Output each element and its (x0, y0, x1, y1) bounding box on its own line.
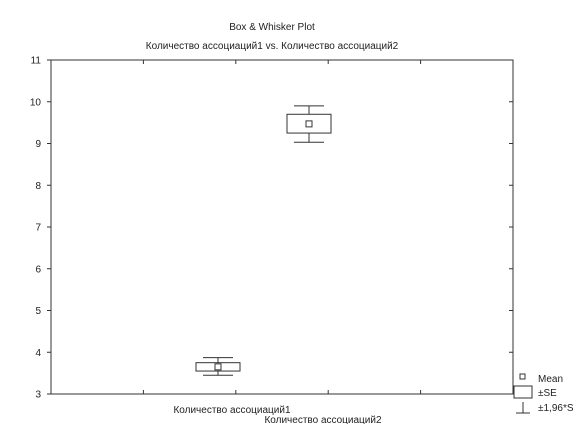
legend-mean-label: Mean (538, 374, 563, 385)
box-group (286, 105, 332, 143)
y-tick-label: 9 (35, 139, 41, 150)
y-tick-label: 10 (30, 97, 42, 108)
y-tick-label: 11 (31, 56, 42, 67)
legend-se-symbol (513, 385, 533, 399)
x-tick-label: Количество ассоциаций2 (264, 415, 381, 424)
y-tick-label: 4 (35, 348, 41, 359)
y-tick-label: 7 (35, 223, 41, 234)
mean-point (305, 120, 313, 128)
legend-mean-symbol (519, 373, 526, 380)
y-tick-label: 6 (35, 264, 41, 275)
y-tick-label: 3 (35, 390, 41, 401)
legend-whisker-label: ±1,96*S (538, 403, 574, 414)
plot-area-frame (50, 59, 514, 395)
chart-subtitle: Количество ассоциаций1 vs. Количество ас… (146, 41, 399, 52)
chart-title: Box & Whisker Plot (229, 22, 315, 33)
x-tick-label: Количество ассоциаций1 (173, 405, 290, 416)
plot-marks (195, 105, 332, 376)
y-tick-label: 8 (35, 181, 41, 192)
legend-se-label: ±SE (538, 388, 557, 399)
chart-legend: Mean ±SE ±1,96*S (513, 373, 574, 414)
y-tick-label: 5 (35, 306, 41, 317)
y-axis: 3 4 5 6 7 8 9 10 11 (30, 56, 513, 401)
box-group (195, 357, 241, 376)
mean-point (214, 363, 222, 371)
